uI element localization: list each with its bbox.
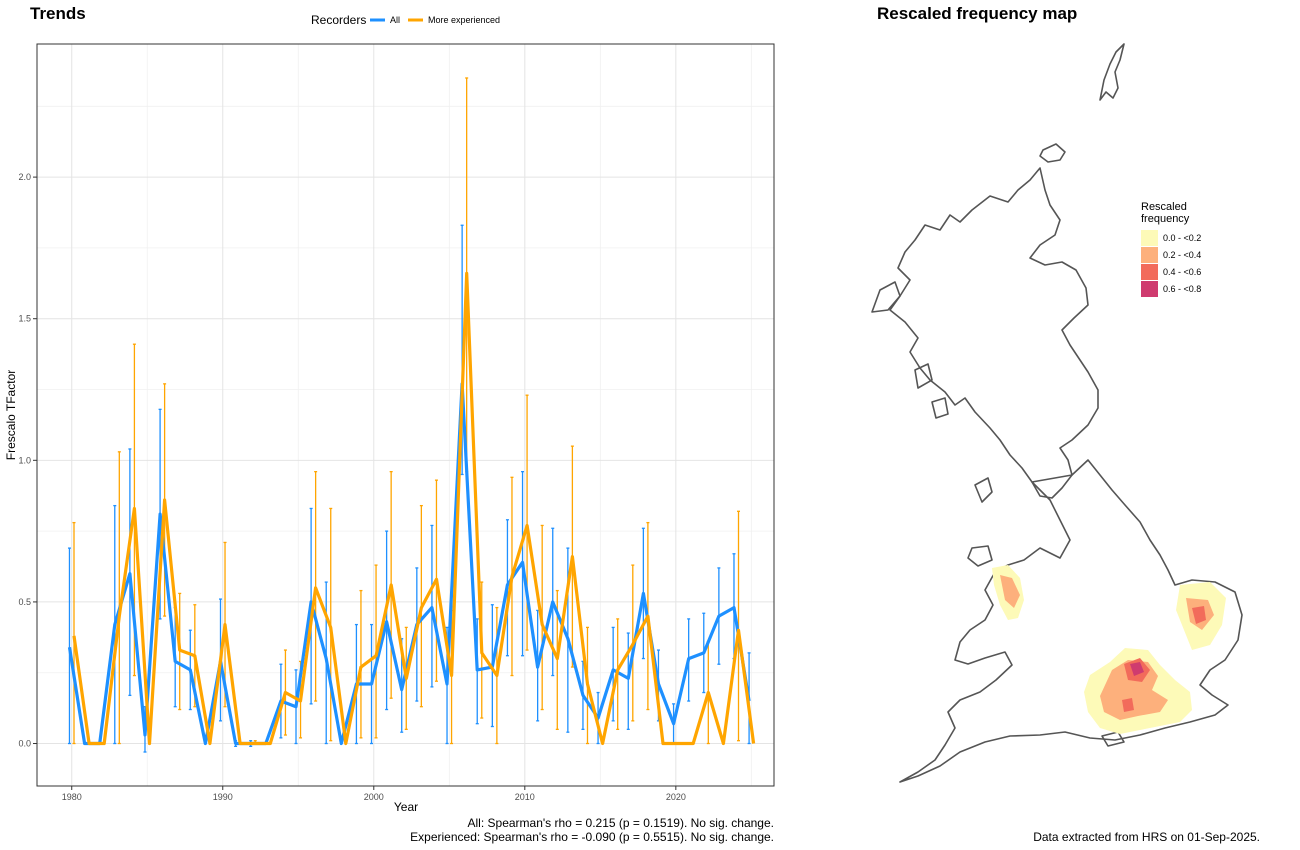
trends-title: Trends xyxy=(30,4,86,23)
legend-label-all: All xyxy=(390,15,400,25)
y-tick-label: 1.5 xyxy=(18,314,31,324)
y-tick-label: 0.5 xyxy=(18,597,31,607)
map-legend-label: 0.4 - <0.6 xyxy=(1163,266,1202,277)
map-title: Rescaled frequency map xyxy=(877,4,1078,23)
y-tick-label: 1.0 xyxy=(18,455,31,465)
x-tick-label: 1980 xyxy=(62,792,82,802)
series-line-experienced xyxy=(72,271,756,746)
data-extracted-note: Data extracted from HRS on 01-Sep-2025. xyxy=(1033,830,1260,844)
coastline xyxy=(871,43,1243,783)
x-tick-label: 2020 xyxy=(666,792,686,802)
y-tick-label: 2.0 xyxy=(18,172,31,182)
legend-label-experienced: More experienced xyxy=(428,15,500,25)
x-tick-label: 2010 xyxy=(515,792,535,802)
map-legend-swatch xyxy=(1141,263,1158,280)
map-legend-swatch xyxy=(1141,280,1158,297)
frequency-map xyxy=(840,40,1260,800)
frequency-patches xyxy=(992,565,1226,734)
map-legend-title-line1: Rescaled xyxy=(1141,201,1187,213)
x-axis-title: Year xyxy=(394,800,418,814)
map-legend-title-line2: frequency xyxy=(1141,213,1190,225)
y-axis-title: Frescalo TFactor xyxy=(4,370,18,460)
gb-outline-map xyxy=(871,43,1243,783)
series-lines xyxy=(67,271,756,746)
chart-legend: Recorders All More experienced xyxy=(311,13,500,27)
x-tick-label: 1990 xyxy=(213,792,233,802)
map-legend-title: Rescaled frequency xyxy=(1141,201,1201,225)
stats-note-all: All: Spearman's rho = 0.215 (p = 0.1519)… xyxy=(467,816,774,830)
map-legend-swatch xyxy=(1141,229,1158,246)
map-legend-item: 0.2 - <0.4 xyxy=(1141,246,1201,263)
map-legend-item: 0.0 - <0.2 xyxy=(1141,229,1201,246)
map-legend-label: 0.0 - <0.2 xyxy=(1163,232,1202,243)
map-legend-item: 0.4 - <0.6 xyxy=(1141,263,1201,280)
legend-title: Recorders xyxy=(311,13,366,27)
x-tick-label: 2000 xyxy=(364,792,384,802)
plot-axes: 1980 1990 2000 2010 2020 0.0 0.5 1.0 1.5 2.0 xyxy=(18,172,685,802)
map-legend-label: 0.2 - <0.4 xyxy=(1163,249,1202,260)
map-legend-item: 0.6 - <0.8 xyxy=(1141,280,1201,297)
map-legend-label: 0.6 - <0.8 xyxy=(1163,283,1202,294)
y-tick-label: 0.0 xyxy=(18,739,31,749)
map-legend-swatch xyxy=(1141,246,1158,263)
plot-panel-border xyxy=(36,43,775,787)
stats-note-experienced: Experienced: Spearman's rho = -0.090 (p … xyxy=(410,830,774,844)
map-legend: Rescaled frequency 0.0 - <0.2 0.2 - <0.4… xyxy=(1141,201,1201,297)
